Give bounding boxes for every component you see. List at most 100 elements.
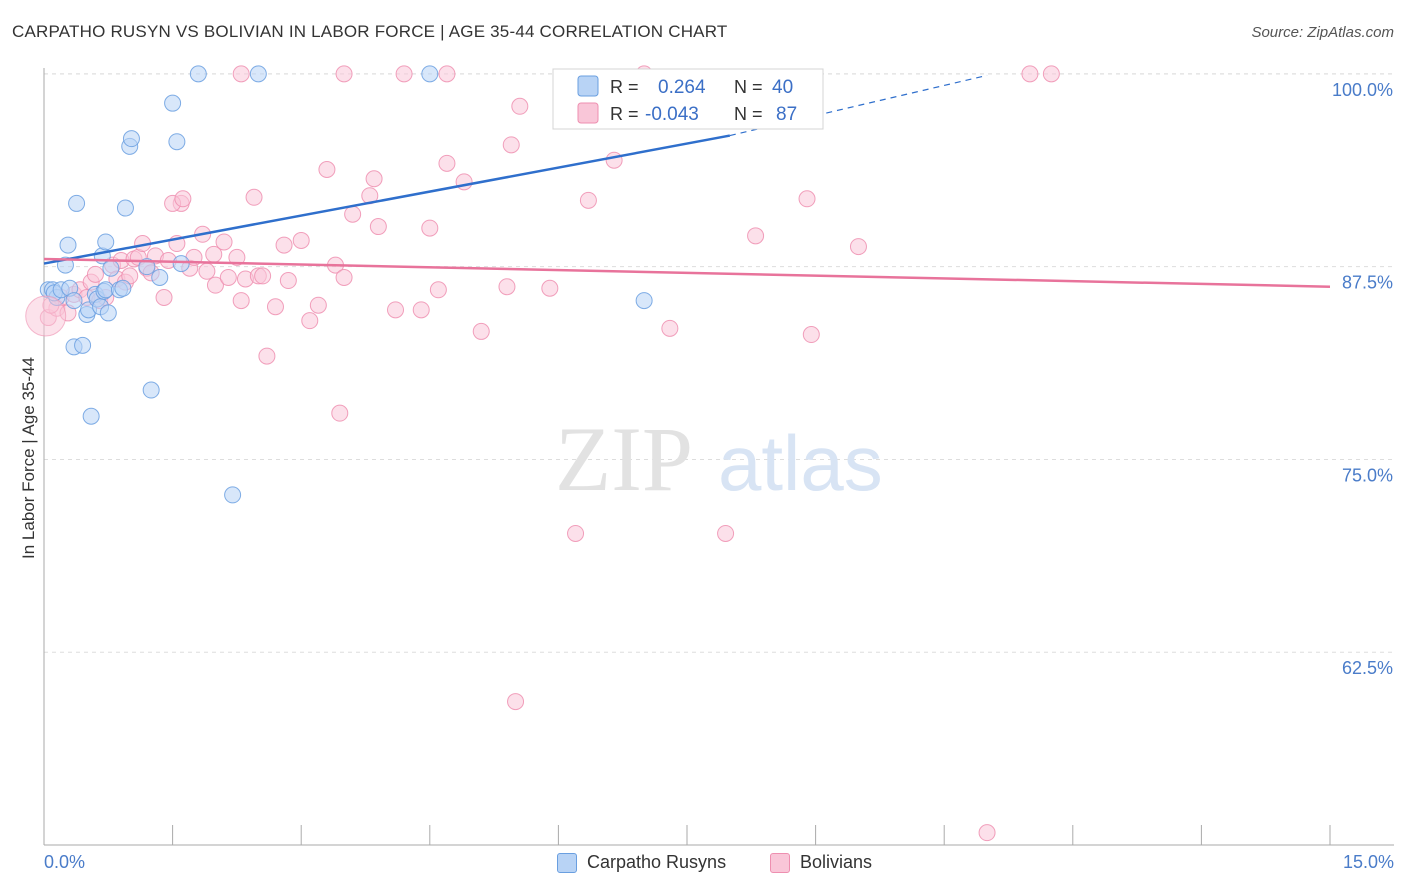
point-bolivians: [245, 188, 263, 206]
watermark-zip: ZIP: [555, 408, 693, 510]
point-bolivians: [429, 281, 447, 299]
point-bolivians: [309, 296, 327, 314]
gridlines: [44, 73, 1394, 653]
point-carpatho-rusyns: [116, 199, 134, 217]
point-carpatho-rusyns: [114, 279, 132, 297]
point-bolivians: [395, 65, 413, 83]
data-points: [25, 65, 1060, 842]
point-bolivians: [421, 219, 439, 237]
point-carpatho-rusyns: [122, 130, 140, 148]
point-carpatho-rusyns: [249, 65, 267, 83]
point-bolivians: [502, 136, 520, 154]
point-bolivians: [387, 301, 405, 319]
point-bolivians: [318, 160, 336, 178]
point-bolivians: [605, 151, 623, 169]
point-bolivians: [661, 319, 679, 337]
point-bolivians: [365, 170, 383, 188]
point-bolivians: [155, 289, 173, 307]
point-bolivians: [275, 236, 293, 254]
point-bolivians: [86, 265, 104, 283]
point-bolivians: [219, 268, 237, 286]
legend-r-label-1: R =: [610, 77, 639, 97]
legend-swatch-pink: [577, 102, 599, 124]
chart-title: CARPATHO RUSYN VS BOLIVIAN IN LABOR FORC…: [12, 22, 728, 41]
point-bolivians: [747, 227, 765, 245]
point-bolivians: [331, 404, 349, 422]
point-bolivians: [849, 238, 867, 256]
trend-line-bolivians: [43, 257, 1331, 288]
point-bolivians: [198, 262, 216, 280]
tick-labels: 62.5% 75.0% 87.5% 100.0%: [1332, 80, 1393, 678]
point-carpatho-rusyns: [97, 233, 115, 251]
point-bolivians: [215, 233, 233, 251]
point-bolivians: [802, 326, 820, 344]
y-tick-label: 87.5%: [1342, 273, 1393, 293]
legend-item-carpatho-rusyns[interactable]: Carpatho Rusyns: [557, 852, 726, 873]
point-bolivians: [174, 190, 192, 208]
point-carpatho-rusyns: [635, 292, 653, 310]
point-bolivians: [978, 824, 996, 842]
legend-label-bolivians: Bolivians: [800, 852, 873, 872]
x-tick-max: 15.0%: [1342, 852, 1394, 872]
point-bolivians: [472, 322, 490, 340]
trend-line-carpatho-rusyns: [43, 134, 731, 265]
point-carpatho-rusyns: [82, 407, 100, 425]
point-bolivians: [507, 693, 525, 711]
point-carpatho-rusyns: [421, 65, 439, 83]
point-bolivians: [266, 298, 284, 316]
point-carpatho-rusyns: [189, 65, 207, 83]
point-carpatho-rusyns: [138, 258, 156, 276]
legend-r-value-1: 0.264: [658, 77, 706, 98]
point-bolivians: [541, 279, 559, 297]
point-bolivians: [798, 190, 816, 208]
point-bolivians: [567, 524, 585, 542]
watermark-atlas: atlas: [718, 419, 883, 507]
legend-item-bolivians[interactable]: Bolivians: [770, 852, 872, 873]
legend-r-value-2: -0.043: [645, 104, 699, 125]
point-bolivians: [579, 191, 597, 209]
legend-n-label-2: N =: [734, 104, 763, 124]
point-bolivians: [717, 524, 735, 542]
point-bolivians: [254, 267, 272, 285]
point-carpatho-rusyns: [224, 486, 242, 504]
point-bolivians: [438, 65, 456, 83]
legend-swatch-carpatho-rusyns: [557, 852, 577, 873]
point-carpatho-rusyns: [59, 236, 77, 254]
point-bolivians-large: [25, 295, 67, 337]
legend-n-value-2: 87: [776, 104, 797, 125]
point-bolivians: [228, 248, 246, 266]
watermark: ZIP atlas: [555, 408, 883, 510]
point-carpatho-rusyns: [68, 194, 86, 212]
point-bolivians: [232, 65, 250, 83]
legend-box: R = 0.264 N = 40 R = -0.043 N = 87: [552, 68, 824, 130]
legend-r-label-2: R =: [610, 104, 639, 124]
point-bolivians: [1021, 65, 1039, 83]
point-bolivians: [206, 276, 224, 294]
point-bolivians: [301, 312, 319, 330]
point-carpatho-rusyns: [172, 255, 190, 273]
source-label: Source: ZipAtlas.com: [1251, 24, 1394, 41]
point-bolivians: [292, 231, 310, 249]
point-carpatho-rusyns: [65, 292, 83, 310]
legend-label-carpatho-rusyns: Carpatho Rusyns: [587, 852, 727, 872]
point-bolivians: [335, 268, 353, 286]
legend-swatch-blue: [577, 75, 599, 97]
point-carpatho-rusyns: [151, 268, 169, 286]
point-bolivians: [232, 292, 250, 310]
point-bolivians: [1042, 65, 1060, 83]
point-bolivians: [344, 205, 362, 223]
point-carpatho-rusyns: [74, 336, 92, 354]
series-legend: Carpatho Rusyns Bolivians: [0, 852, 1406, 878]
point-carpatho-rusyns: [142, 381, 160, 399]
y-tick-label: 62.5%: [1342, 658, 1393, 678]
y-tick-label: 100.0%: [1332, 80, 1393, 100]
y-tick-label: 75.0%: [1342, 465, 1393, 485]
point-bolivians: [258, 347, 276, 365]
point-carpatho-rusyns: [102, 259, 120, 277]
point-bolivians: [279, 272, 297, 290]
point-bolivians: [412, 301, 430, 319]
legend-n-label-1: N =: [734, 77, 763, 97]
point-bolivians: [498, 278, 516, 296]
point-bolivians: [335, 65, 353, 83]
